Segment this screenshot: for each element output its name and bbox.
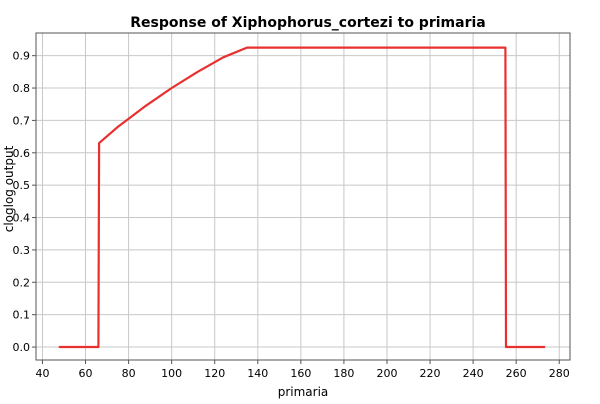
x-tick-label: 280 <box>549 367 570 380</box>
y-tick-label: 0.2 <box>13 276 31 289</box>
plot-frame <box>35 32 571 361</box>
grid-layer <box>36 33 570 360</box>
y-tick-label: 0.5 <box>13 179 31 192</box>
y-tick-label: 0.3 <box>13 244 31 257</box>
x-tick-label: 160 <box>290 367 311 380</box>
chart-title: Response of Xiphophorus_cortezi to prima… <box>130 15 485 31</box>
x-tick-label: 220 <box>420 367 441 380</box>
x-tick-label: 180 <box>333 367 354 380</box>
ticks-layer: 40 60 80 100 120 140 160 180 200 220 240 260 280 0.0 0… <box>13 50 570 380</box>
x-axis-title: primaria <box>278 385 329 399</box>
y-tick-label: 0.8 <box>13 82 31 95</box>
series-layer <box>58 46 546 349</box>
x-tick-label: 120 <box>204 367 225 380</box>
x-tick-label: 200 <box>376 367 397 380</box>
y-tick-label: 0.7 <box>13 114 31 127</box>
x-tick-label: 40 <box>35 367 49 380</box>
x-tick-label: 60 <box>79 367 93 380</box>
y-tick-label: 0.1 <box>13 309 31 322</box>
x-tick-label: 260 <box>506 367 527 380</box>
y-tick-label: 0.4 <box>13 212 31 225</box>
x-tick-label: 100 <box>161 367 182 380</box>
y-tick-label: 0.9 <box>13 50 31 63</box>
y-axis-title: cloglog output <box>2 145 16 232</box>
x-tick-label: 140 <box>247 367 268 380</box>
y-tick-label: 0.6 <box>13 147 31 160</box>
x-tick-label: 240 <box>463 367 484 380</box>
response-curve-line <box>58 46 546 349</box>
x-tick-label: 80 <box>122 367 136 380</box>
y-tick-label: 0.0 <box>13 341 31 354</box>
